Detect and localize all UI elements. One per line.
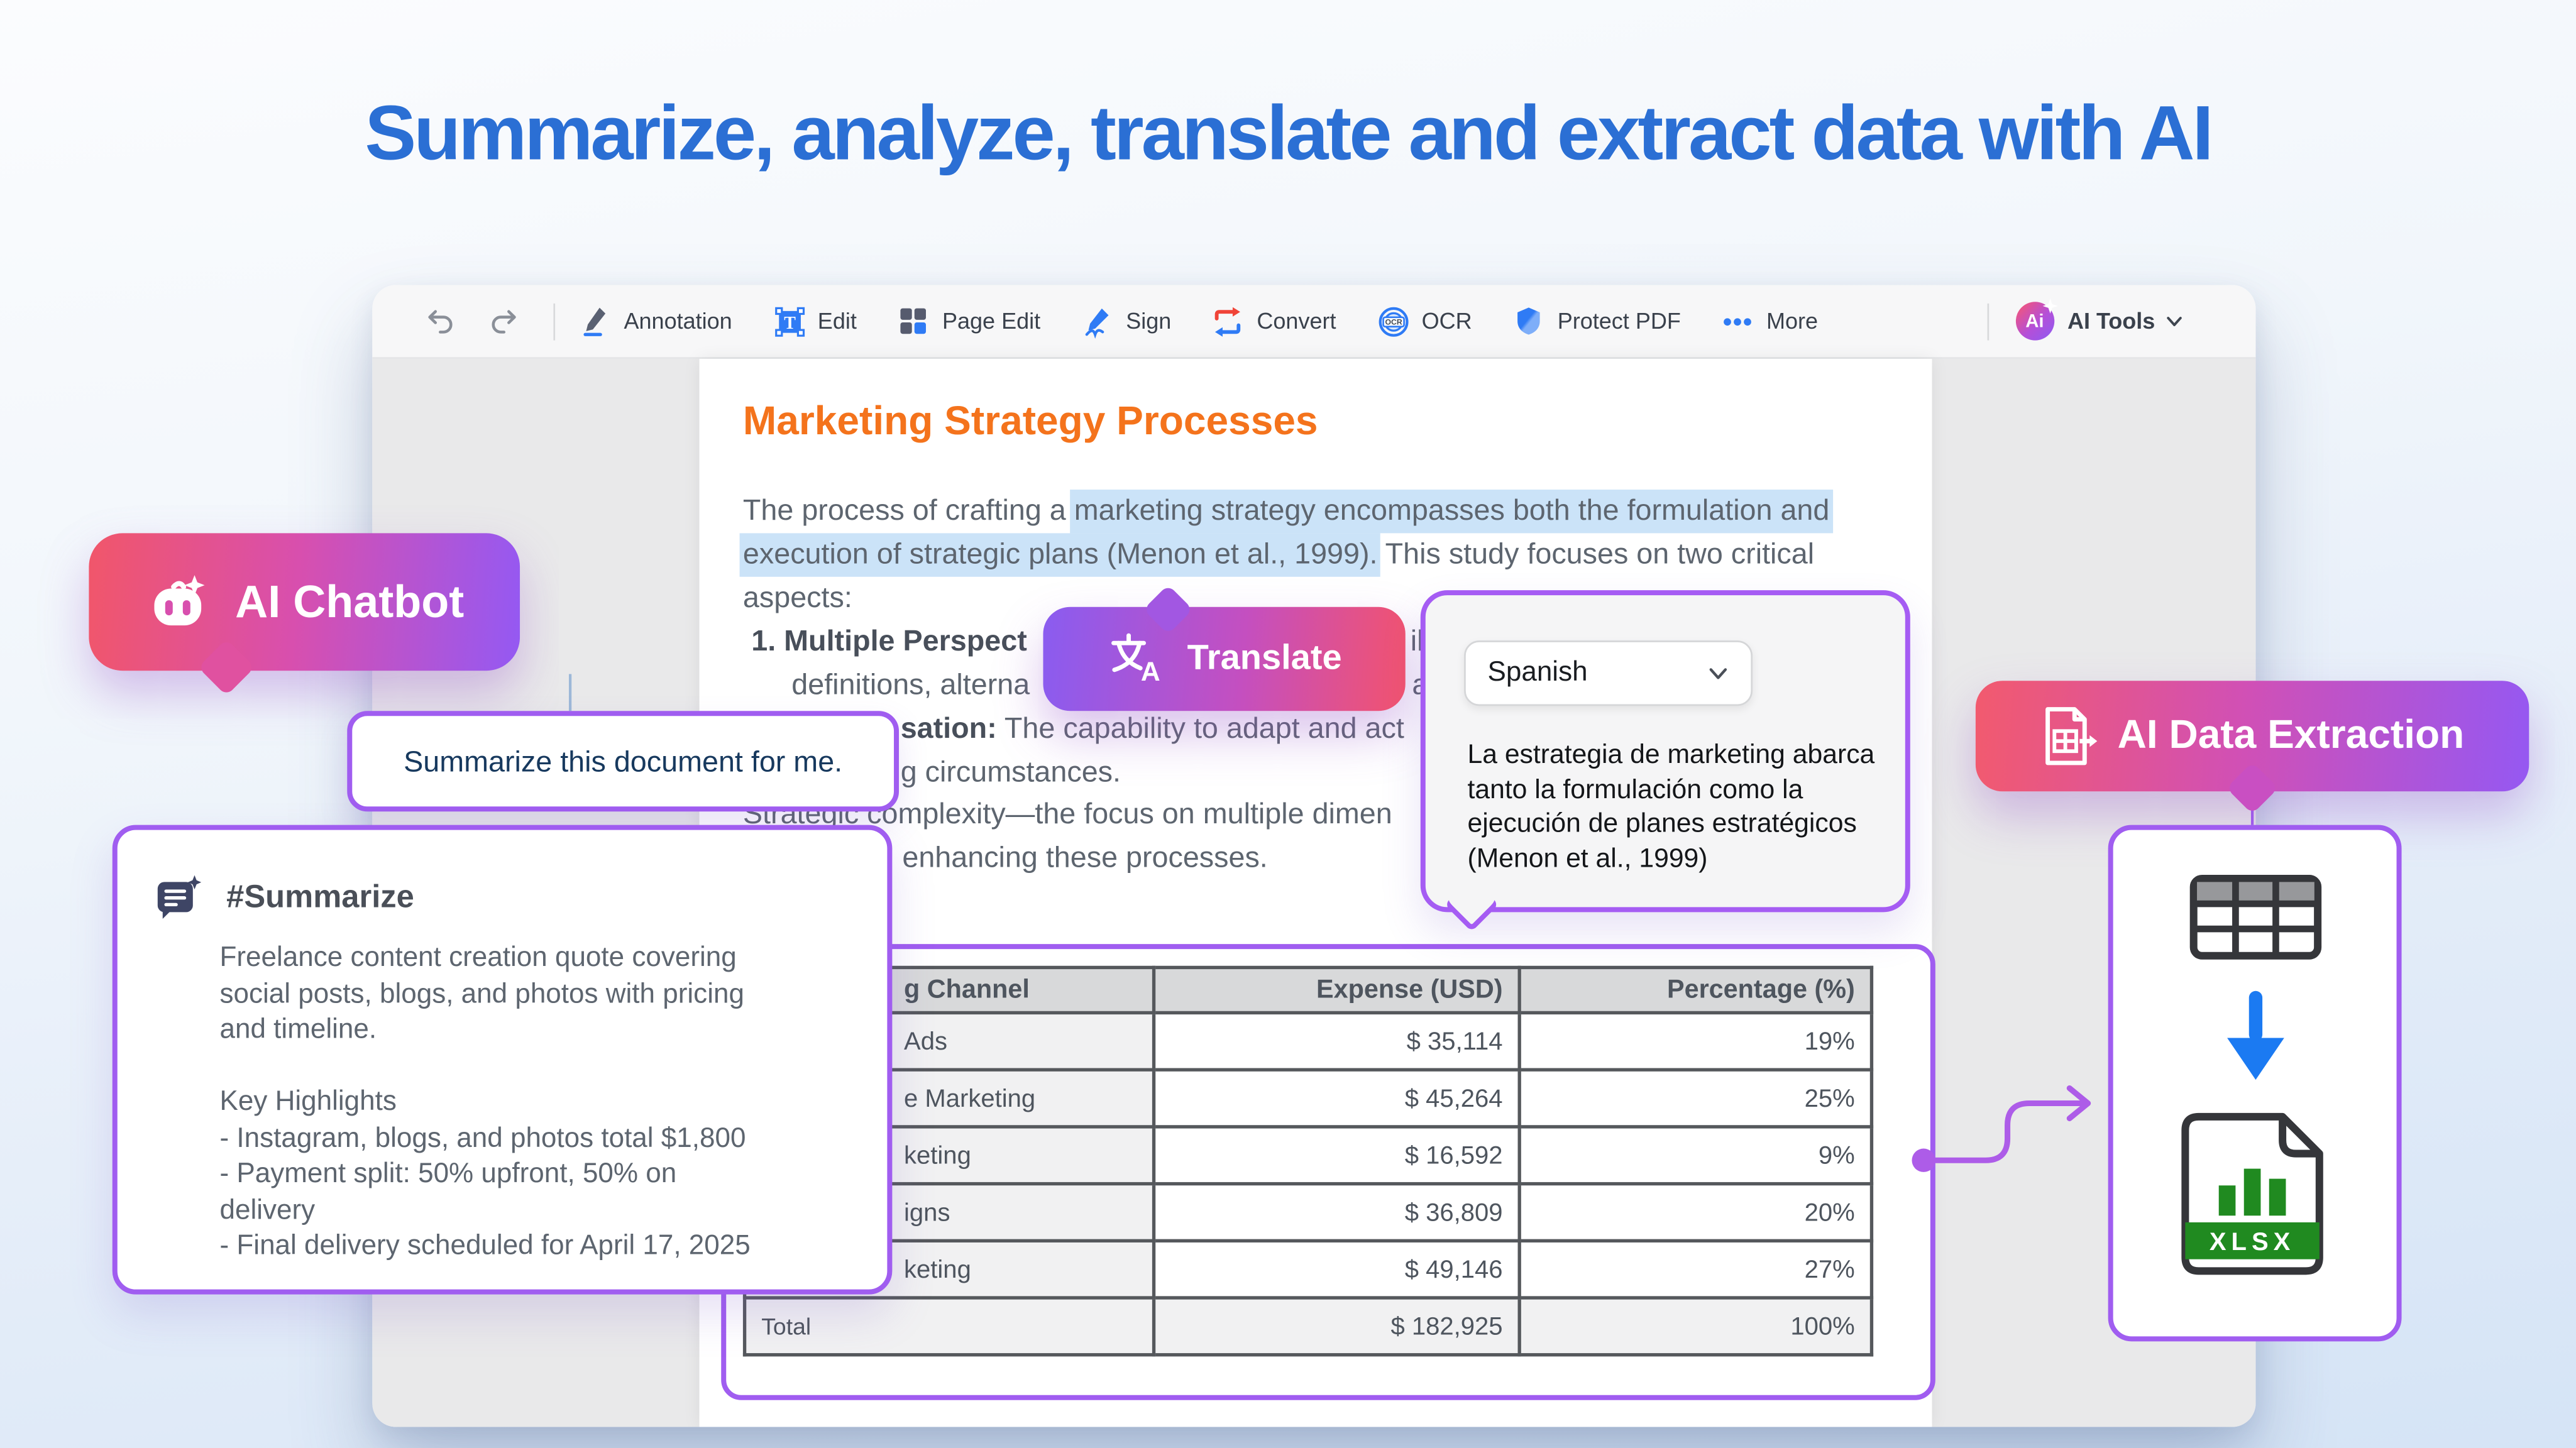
ai-tools-icon: Ai [2015, 298, 2057, 341]
toolbar-item-label: Page Edit [942, 308, 1041, 334]
document-heading: Marketing Strategy Processes [742, 398, 1318, 445]
toolbar-item-label: Sign [1126, 308, 1172, 334]
translate-badge: A Translate [1043, 584, 1406, 711]
ocr-icon: OCR [1377, 304, 1410, 337]
cell-expense: $ 16,592 [1152, 1125, 1521, 1186]
toolbar-item-label: AI Tools [2067, 308, 2155, 334]
doc-paragraph-line: enhancing these processes. [902, 840, 1268, 874]
chat-message-bubble: Summarize this document for me. [347, 711, 900, 812]
table-row: e Marketing $ 45,264 25% [742, 1068, 1874, 1129]
convert-arrows-icon [1211, 304, 1245, 337]
toolbar-item-ai-tools[interactable]: Ai AI Tools [1984, 298, 2186, 341]
translated-text: La estrategia de marketing abarca tanto … [1467, 741, 1875, 873]
ai-chatbot-badge: AI Chatbot [89, 533, 520, 696]
badge-label: Translate [1187, 639, 1342, 677]
arrow-down-icon [2220, 987, 2290, 1085]
cell-percentage: 9% [1517, 1125, 1874, 1186]
toolbar-item-label: More [1766, 308, 1819, 334]
column-header: Expense (USD) [1152, 965, 1521, 1015]
protect-shield-icon [1512, 304, 1546, 337]
cell-channel: Total [742, 1296, 1156, 1357]
svg-text:A: A [1141, 657, 1160, 687]
svg-text:T: T [783, 313, 795, 332]
cell-expense: $ 45,264 [1152, 1068, 1521, 1129]
selected-language: Spanish [1487, 657, 1588, 688]
toolbar-item-label: Protect PDF [1557, 308, 1681, 334]
summarize-title: #Summarize [226, 880, 414, 916]
doc-paragraph-line: execution of strategic plans (Menon et a… [739, 533, 1814, 577]
table-total-row: Total $ 182,925 100% [742, 1296, 1874, 1357]
cell-expense: $ 49,146 [1152, 1239, 1521, 1300]
toolbar: Annotation T Edit Page Edit Sign [372, 285, 2256, 359]
badge-label: AI Data Extraction [2117, 712, 2465, 758]
expense-table: g Channel Expense (USD) Percentage (%) A… [742, 965, 1874, 1357]
more-dots-icon [1721, 304, 1754, 337]
xlsx-export-panel: XLSX [2108, 825, 2402, 1342]
chat-message: Summarize this document for me. [404, 743, 843, 777]
data-extraction-icon [2040, 705, 2098, 768]
undo-icon[interactable] [422, 304, 456, 337]
summary-text: Freelance content creation quote coverin… [219, 942, 751, 1261]
page-title: Summarize, analyze, translate and extrac… [365, 89, 2213, 177]
edit-text-icon: T [773, 304, 806, 337]
toolbar-item-protect-pdf[interactable]: Protect PDF [1512, 304, 1681, 337]
cell-expense: $ 35,114 [1152, 1011, 1521, 1072]
table-row: igns $ 36,809 20% [742, 1182, 1874, 1242]
toolbar-item-label: Annotation [624, 308, 732, 334]
robot-icon [145, 568, 215, 635]
toolbar-divider [1986, 302, 1989, 340]
chevron-down-icon [2162, 304, 2185, 337]
page-edit-icon [897, 304, 930, 337]
toolbar-item-annotation[interactable]: Annotation [578, 304, 732, 337]
doc-paragraph-line: aspects: [742, 580, 852, 614]
cell-percentage: 25% [1517, 1068, 1874, 1129]
summarize-result-panel: #Summarize Freelance content creation qu… [112, 825, 893, 1295]
table-row: Ads $ 35,114 19% [742, 1011, 1874, 1072]
cell-percentage: 20% [1517, 1182, 1874, 1242]
toolbar-item-ocr[interactable]: OCR OCR [1377, 304, 1472, 337]
annotation-pen-icon [578, 304, 612, 337]
cell-expense: $ 182,925 [1152, 1296, 1521, 1357]
chevron-down-icon [1709, 668, 1727, 679]
toolbar-item-edit[interactable]: T Edit [773, 304, 857, 337]
cell-percentage: 27% [1517, 1239, 1874, 1300]
cell-expense: $ 36,809 [1152, 1182, 1521, 1242]
doc-list-line: g circumstances. [900, 754, 1121, 788]
doc-list-line: definitions, alterna [791, 667, 1030, 701]
toolbar-item-sign[interactable]: Sign [1081, 304, 1172, 338]
toolbar-item-label: Convert [1257, 308, 1336, 334]
translate-result-popup: Spanish La estrategia de marketing abarc… [1420, 590, 1910, 932]
table-row: keting $ 16,592 9% [742, 1125, 1874, 1186]
doc-list-line: sation: The capability to adapt and act [900, 711, 1404, 745]
badge-tail [197, 639, 255, 696]
ai-data-extraction-badge: AI Data Extraction [1975, 681, 2529, 814]
table-row: keting $ 49,146 27% [742, 1239, 1874, 1300]
toolbar-item-label: Edit [817, 308, 857, 334]
doc-paragraph-line: The process of crafting a marketing stra… [743, 490, 1833, 534]
highlighted-text: marketing strategy encompasses both the … [1071, 490, 1833, 534]
sign-pen-icon [1081, 304, 1114, 338]
column-header: Percentage (%) [1517, 965, 1874, 1015]
table-icon [2188, 874, 2321, 961]
summarize-note-icon [153, 874, 203, 924]
toolbar-item-more[interactable]: More [1721, 304, 1818, 337]
highlighted-text: execution of strategic plans (Menon et a… [739, 533, 1381, 577]
translate-icon: A [1107, 630, 1167, 688]
toolbar-item-label: OCR [1421, 308, 1472, 334]
xlsx-file-icon: XLSX [2174, 1109, 2335, 1280]
doc-list-line: 1. Multiple Perspect [751, 623, 1027, 657]
language-select[interactable]: Spanish [1464, 640, 1753, 706]
table-header-row: g Channel Expense (USD) Percentage (%) [742, 965, 1874, 1015]
redo-icon[interactable] [487, 304, 520, 337]
toolbar-item-page-edit[interactable]: Page Edit [897, 304, 1040, 337]
cell-percentage: 19% [1517, 1011, 1874, 1072]
svg-text:OCR: OCR [1385, 317, 1402, 326]
svg-text:XLSX: XLSX [2208, 1228, 2294, 1256]
cell-percentage: 100% [1517, 1296, 1874, 1357]
toolbar-divider [553, 302, 556, 340]
badge-label: AI Chatbot [235, 576, 465, 627]
toolbar-item-convert[interactable]: Convert [1211, 304, 1336, 337]
